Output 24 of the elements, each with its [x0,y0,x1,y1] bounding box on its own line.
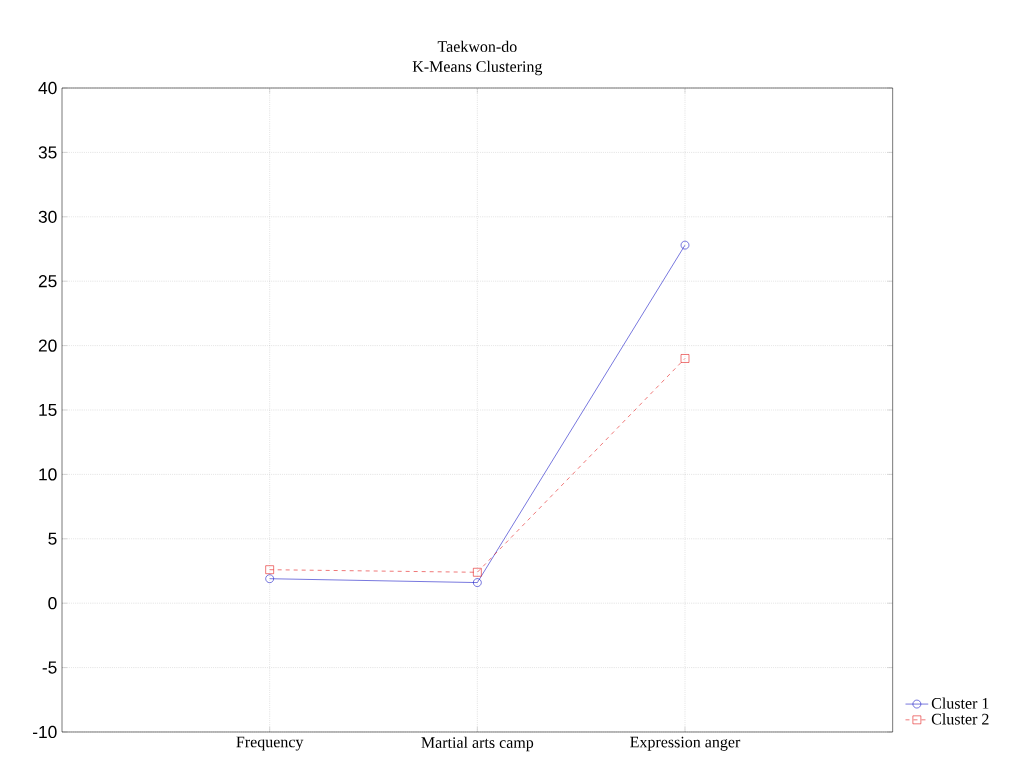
chart-subtitle: K-Means Clustering [412,60,543,76]
y-tick-label: 5 [48,532,57,545]
y-tick-label: 15 [39,403,57,417]
point [473,578,482,587]
y-tick-label: 0 [48,597,57,610]
point [680,240,690,250]
legend-label: Cluster 2 [931,713,989,725]
legend-label: Cluster 1 [931,697,989,709]
y-tick-label: 20 [38,339,57,352]
x-tick-label: Frequency [236,736,304,751]
point [265,565,274,574]
y-tick-label: -5 [42,661,57,674]
y-tick-label: 10 [39,468,57,481]
y-tick-label: 35 [38,146,57,159]
y-tick-label: 30 [38,210,57,223]
y-tick-label: -10 [33,725,57,739]
y-tick-label: 25 [38,275,57,288]
x-tick-label: Martial arts camp [421,736,534,752]
x-tick-label: Expression anger [630,736,741,751]
chart-title: Taekwon-do [437,40,517,52]
y-tick-label: 40 [38,81,57,95]
point [473,568,482,577]
point [265,574,274,583]
point [680,354,690,363]
